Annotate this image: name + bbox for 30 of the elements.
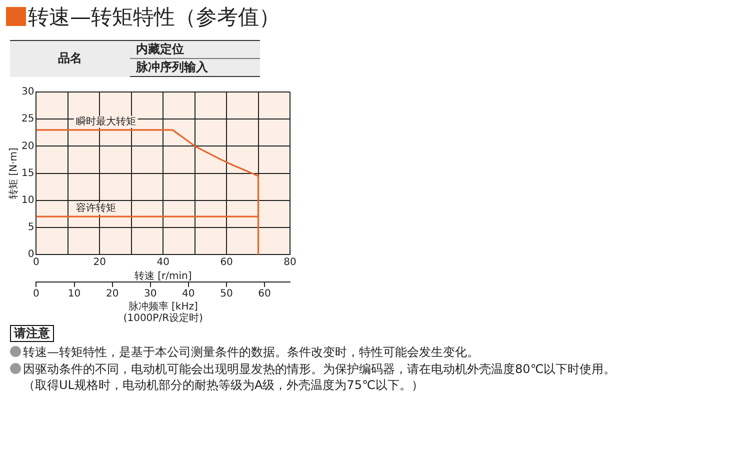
text: 因驱动条件的不同，电动机可能会出现明显发热的情形。为保护编码器，请在电动机外壳温度80℃以下时使用。 [23,362,616,376]
x2-tick-label: 10 [68,288,81,300]
x2-axis-title: 脉冲频率 [kHz] (1000P/R设定时) [123,300,204,324]
y-tick-label: 10 [21,194,34,206]
x2-tick-label: 60 [258,288,271,300]
x-tick-label: 20 [93,257,106,268]
x-axis-title: 转速 [r/min] [134,270,192,282]
chart-title: 转速—转矩特性（参考值） [28,5,280,29]
series-label: 瞬时最大转矩 [76,116,136,128]
text: 脉冲序列输入 [130,58,260,76]
y-axis-title: 转矩 [N·m] [7,147,20,199]
text: （取得UL规格时，电动机部分的耐热等级为A级，外壳温度为75℃以下。） [22,377,424,394]
y-tick-label: 30 [21,86,34,98]
y-tick-label: 20 [21,140,34,152]
y-tick-label: 15 [21,168,34,179]
text: 转速—转矩特性，是基于本公司测量条件的数据。条件改变时，特性可能会发生变化。 [23,345,479,359]
x2-tick-label: 30 [144,288,157,300]
text: 请注意 [10,325,54,342]
text: 品名 [10,40,130,76]
x-tick-label: 40 [156,257,170,268]
y-tick-label: 0 [28,249,34,260]
text: 内藏定位 [130,40,260,58]
y-tick-label: 5 [28,222,34,234]
series-label: 容许转矩 [76,202,116,214]
x2-tick-label: 40 [182,288,195,300]
x-tick-label: 80 [284,257,296,268]
x-tick-label: 60 [220,257,233,268]
x2-tick-label: 50 [220,288,233,300]
x2-tick-label: 20 [106,288,119,300]
y-tick-label: 25 [21,114,34,125]
